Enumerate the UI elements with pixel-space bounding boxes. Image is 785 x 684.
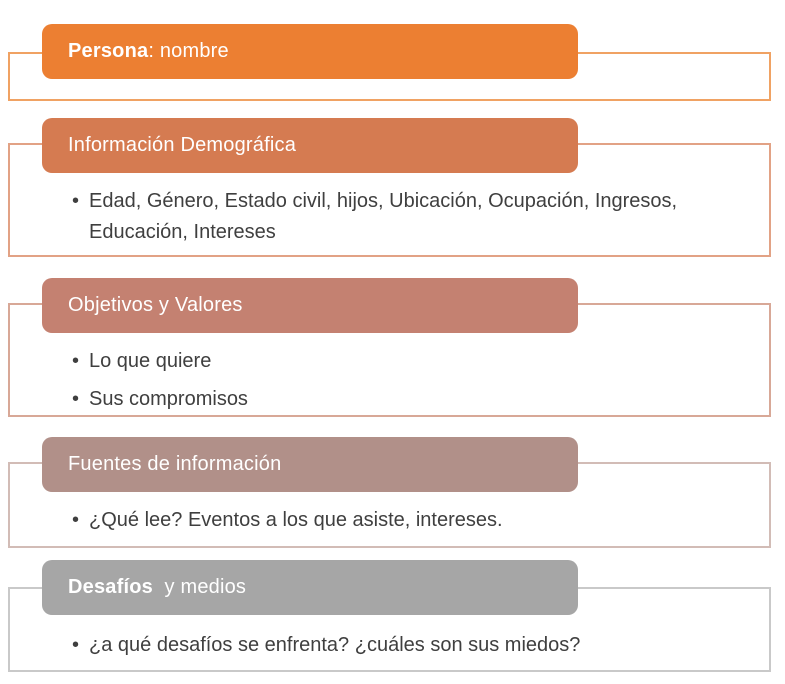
bullet-text: Lo que quiere: [89, 350, 212, 372]
bullet-marker: •: [72, 509, 80, 531]
desafios-y-medios-title-bold: Desafíos: [68, 576, 153, 598]
bullet-item: • ¿Qué lee? Eventos a los que asiste, int…: [72, 505, 739, 536]
bullet-text: Edad, Género, Estado civil, hijos, Ubica…: [89, 190, 678, 243]
informacion-demografica-title-rest: Información Demográfica: [68, 134, 297, 156]
bullet-marker: •: [72, 388, 80, 410]
bullet-list: • ¿Qué lee? Eventos a los que asiste, int…: [10, 464, 769, 536]
fuentes-de-informacion-title-rest: Fuentes de información: [68, 453, 282, 475]
bullet-text: ¿Qué lee? Eventos a los que asiste, inte…: [89, 509, 503, 531]
objetivos-y-valores-header-bar: Objetivos y Valores: [42, 278, 578, 333]
desafios-y-medios-header-bar: Desafíos y medios: [42, 560, 578, 615]
persona-header-bar: Persona: nombre: [42, 24, 578, 79]
bullet-text: ¿a qué desafíos se enfrenta? ¿cuáles son…: [89, 634, 581, 656]
bullet-marker: •: [72, 350, 80, 372]
bullet-list: • ¿a qué desafíos se enfrenta? ¿cuáles so…: [10, 589, 769, 661]
persona-title-rest: : nombre: [148, 40, 229, 62]
objetivos-y-valores-title-rest: Objetivos y Valores: [68, 294, 243, 316]
bullet-item: • ¿a qué desafíos se enfrenta? ¿cuáles so…: [72, 630, 739, 661]
bullet-item: • Lo que quiere: [72, 346, 739, 377]
desafios-y-medios-title-rest: y medios: [152, 576, 247, 598]
bullet-list: • Edad, Género, Estado civil, hijos, Ubic…: [10, 145, 769, 248]
bullet-text: Sus compromisos: [89, 388, 248, 410]
fuentes-de-informacion-header-bar: Fuentes de información: [42, 437, 578, 492]
bullet-list: • Lo que quiere • Sus compromisos: [10, 305, 769, 415]
bullet-item: • Edad, Género, Estado civil, hijos, Ubic…: [72, 186, 739, 248]
informacion-demografica-header-bar: Información Demográfica: [42, 118, 578, 173]
bullet-marker: •: [72, 190, 80, 212]
persona-title-bold: Persona: [68, 40, 149, 62]
bullet-marker: •: [72, 634, 80, 656]
bullet-item: • Sus compromisos: [72, 384, 739, 415]
informacion-demografica-content-box: • Edad, Género, Estado civil, hijos, Ubic…: [8, 143, 771, 257]
